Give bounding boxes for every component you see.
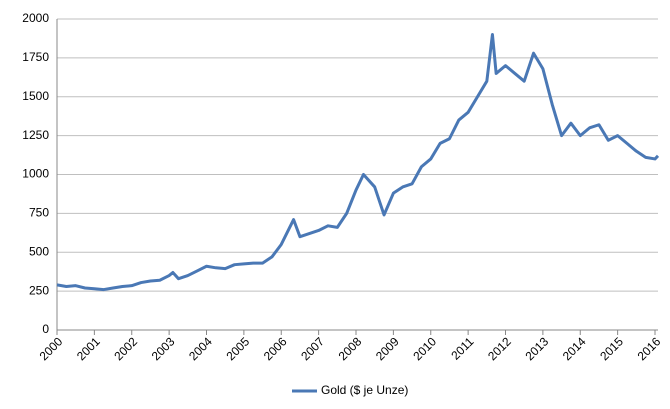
y-tick-label: 1250: [22, 128, 49, 142]
y-tick-label: 1000: [22, 167, 49, 181]
x-tick-label: 2006: [261, 334, 290, 363]
x-tick-label: 2008: [336, 334, 365, 363]
x-tick-label: 2014: [560, 334, 589, 363]
x-tick-label: 2000: [37, 334, 66, 363]
y-tick-label: 1750: [22, 50, 49, 64]
y-tick-label: 750: [29, 206, 49, 220]
y-tick-label: 500: [29, 244, 49, 258]
y-tick-label: 2000: [22, 11, 49, 25]
x-tick-label: 2007: [298, 334, 327, 363]
x-tick-label: 2011: [448, 334, 476, 362]
x-tick-label: 2005: [223, 334, 252, 363]
x-tick-label: 2002: [111, 334, 140, 363]
x-tick-label: 2016: [635, 334, 664, 363]
x-tick-label: 2010: [410, 334, 439, 363]
x-tick-label: 2015: [597, 334, 626, 363]
x-tick-label: 2001: [74, 334, 103, 363]
legend-label: Gold ($ je Unze): [321, 383, 408, 397]
y-tick-label: 0: [42, 322, 49, 336]
series-line: [56, 33, 660, 292]
y-tick-label: 250: [29, 283, 49, 297]
x-tick-label: 2004: [186, 334, 215, 363]
x-tick-label: 2013: [522, 334, 551, 363]
x-tick-label: 2003: [149, 334, 178, 363]
x-tick-label: 2012: [485, 334, 514, 363]
y-tick-label: 1500: [22, 89, 49, 103]
x-tick-label: 2009: [373, 334, 402, 363]
